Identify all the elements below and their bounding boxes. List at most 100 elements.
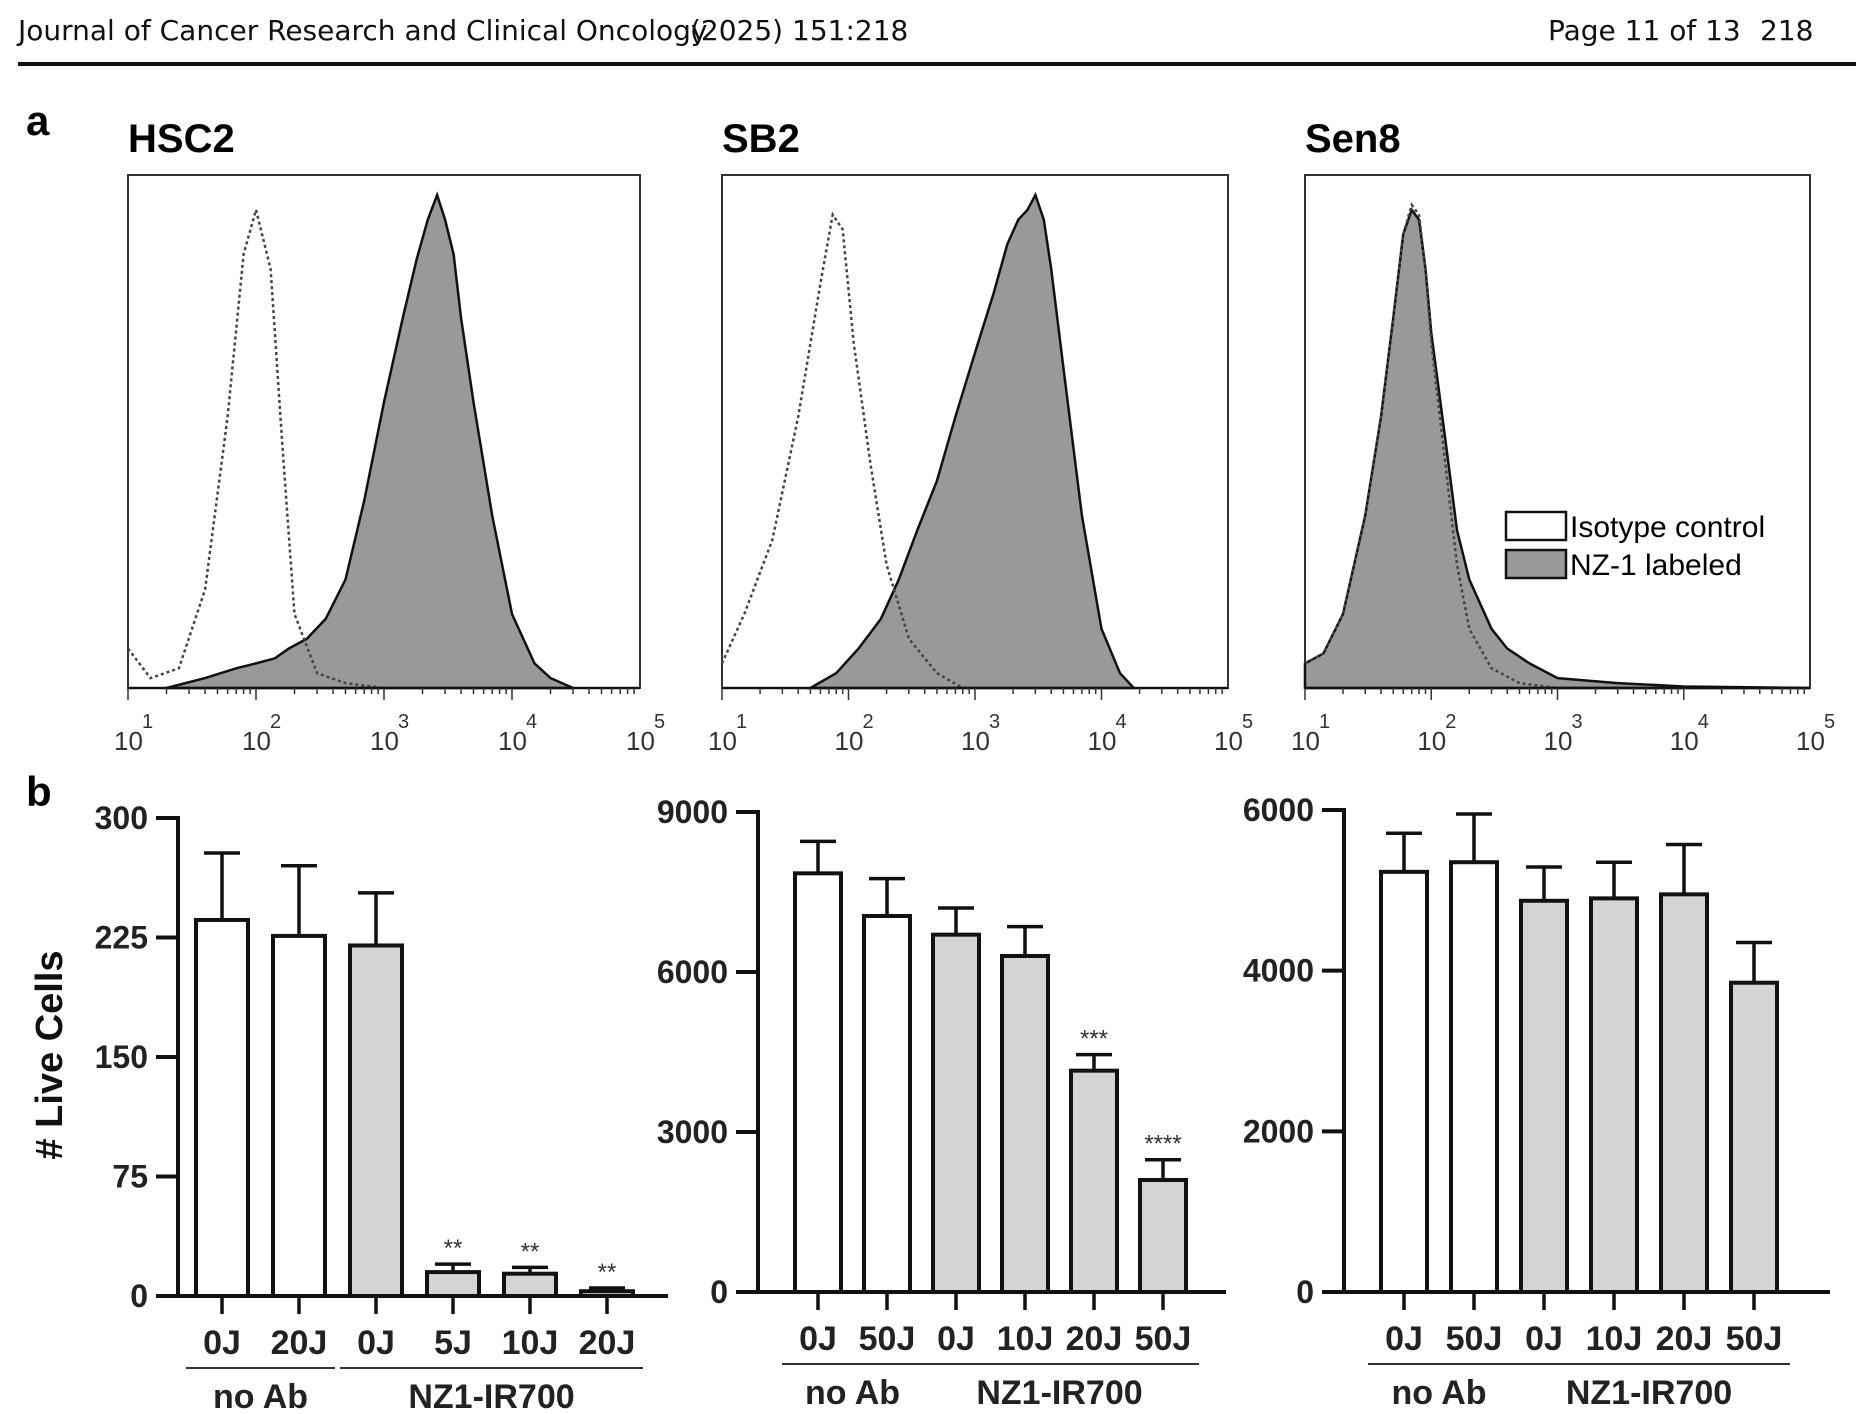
y-axis-label: # Live Cells: [29, 950, 71, 1159]
bar: [1659, 892, 1709, 1294]
significance-label: **: [444, 1235, 463, 1262]
y-tick-label: 0: [710, 1274, 728, 1310]
bar: [1000, 954, 1050, 1294]
x-tick-label-base: 10: [626, 726, 655, 756]
panel-label-b: b: [26, 768, 52, 815]
x-tick-label-base: 10: [708, 726, 737, 756]
histogram-title: HSC2: [128, 117, 235, 161]
y-tick-label: 225: [95, 920, 148, 956]
legend-swatch-labeled: [1504, 548, 1568, 580]
category-label: 10J: [1586, 1320, 1643, 1358]
group-label: NZ1-IR700: [1566, 1374, 1732, 1412]
bar: [862, 914, 912, 1294]
category-label: 50J: [1446, 1320, 1503, 1358]
bar: [1379, 869, 1429, 1295]
series-isotype-line: [1304, 202, 1558, 690]
category-label: 10J: [997, 1320, 1054, 1358]
y-tick-label: 0: [130, 1278, 148, 1314]
category-label: 20J: [271, 1324, 328, 1362]
significance-label: **: [521, 1238, 540, 1265]
page-header: Journal of Cancer Research and Clinical …: [0, 0, 1860, 70]
bar: [1729, 980, 1779, 1294]
series-isotype-line: [720, 211, 964, 690]
x-tick-label-base: 10: [370, 726, 399, 756]
group-label: NZ1-IR700: [408, 1378, 574, 1414]
bar: [1519, 898, 1569, 1294]
bar: [194, 917, 250, 1298]
bar: [1069, 1068, 1119, 1294]
x-tick-label-base: 10: [961, 726, 990, 756]
category-label: 0J: [357, 1324, 395, 1362]
x-tick-label-base: 10: [1214, 726, 1243, 756]
page-number: 218: [1760, 14, 1814, 47]
y-tick-label: 9000: [657, 794, 728, 830]
legend-swatch-isotype: [1504, 510, 1568, 542]
figure: a b HSC2101102103104105SB210110210310410…: [26, 97, 1835, 1414]
significance-label: ****: [1144, 1131, 1181, 1158]
y-tick-label: 0: [1296, 1274, 1314, 1310]
x-tick-label-exp: 4: [526, 711, 537, 733]
category-label: 0J: [203, 1324, 241, 1362]
series-isotype-line: [127, 204, 385, 690]
x-tick-label-base: 10: [242, 726, 271, 756]
x-tick-label-base: 10: [1088, 726, 1117, 756]
category-label: 20J: [1066, 1320, 1123, 1358]
bar: [793, 871, 843, 1294]
y-tick-label: 2000: [1243, 1113, 1314, 1149]
x-tick-label-exp: 1: [1319, 711, 1330, 733]
bar: [1589, 896, 1639, 1294]
legend-label-isotype: Isotype control: [1570, 511, 1765, 544]
category-label: 5J: [434, 1324, 472, 1362]
x-tick-label-base: 10: [835, 726, 864, 756]
legend: Isotype control NZ-1 labeled: [1504, 510, 1765, 582]
x-tick-label-exp: 3: [1572, 711, 1583, 733]
x-tick-label-base: 10: [1417, 726, 1446, 756]
y-tick-label: 3000: [657, 1114, 728, 1150]
x-tick-label-base: 10: [1670, 726, 1699, 756]
category-label: 20J: [579, 1324, 636, 1362]
x-tick-label-exp: 3: [398, 711, 409, 733]
bar: [348, 943, 404, 1298]
series-labeled-area: [805, 191, 1137, 690]
bar: [425, 1270, 481, 1298]
x-tick-label-exp: 2: [1445, 711, 1456, 733]
bar: [579, 1289, 635, 1298]
header-rule: [18, 62, 1856, 66]
series-labeled-area: [166, 191, 574, 690]
y-tick-label: 4000: [1243, 953, 1314, 989]
panel-label-a: a: [26, 97, 50, 144]
bar-chart-2: 0 3000 6000 9000 0J 50J 0J 10J 20J *** 50J **** no A…: [657, 794, 1226, 1412]
page-indicator: Page 11 of 13: [1548, 14, 1741, 47]
y-tick-label: 6000: [657, 954, 728, 990]
category-label: 0J: [799, 1320, 837, 1358]
x-tick-label-exp: 5: [654, 711, 665, 733]
bar-chart-1: 0 75 150 225 300 0J 20J 0J 5J ** 10J ** 20J ** no Ab NZ…: [29, 800, 668, 1414]
bar-chart-3: 0 2000 4000 6000 0J 50J 0J 10J 20J 50J no Ab NZ1-IR…: [1243, 792, 1830, 1412]
x-tick-label-exp: 5: [1242, 711, 1253, 733]
histogram-title: Sen8: [1305, 117, 1401, 161]
category-label: 50J: [1135, 1320, 1192, 1358]
bar: [271, 933, 327, 1298]
category-label: 0J: [1385, 1320, 1423, 1358]
category-label: 50J: [859, 1320, 916, 1358]
category-label: 20J: [1656, 1320, 1713, 1358]
bar-charts: 0 75 150 225 300 0J 20J 0J 5J ** 10J ** 20J ** no Ab NZ…: [29, 792, 1830, 1414]
y-tick-label: 6000: [1243, 792, 1314, 828]
x-tick-label-exp: 5: [1824, 711, 1835, 733]
y-tick-label: 300: [95, 800, 148, 836]
x-tick-label-exp: 4: [1698, 711, 1709, 733]
x-tick-label-base: 10: [498, 726, 527, 756]
group-label: NZ1-IR700: [976, 1374, 1142, 1412]
y-tick-label: 75: [112, 1159, 148, 1195]
x-tick-label-exp: 1: [142, 711, 153, 733]
x-tick-label-exp: 4: [1116, 711, 1127, 733]
x-tick-label-exp: 2: [863, 711, 874, 733]
series-labeled-area: [1303, 207, 1811, 690]
bar: [1449, 860, 1499, 1294]
x-tick-label-base: 10: [1796, 726, 1825, 756]
group-label: no Ab: [805, 1374, 900, 1412]
category-label: 10J: [502, 1324, 559, 1362]
